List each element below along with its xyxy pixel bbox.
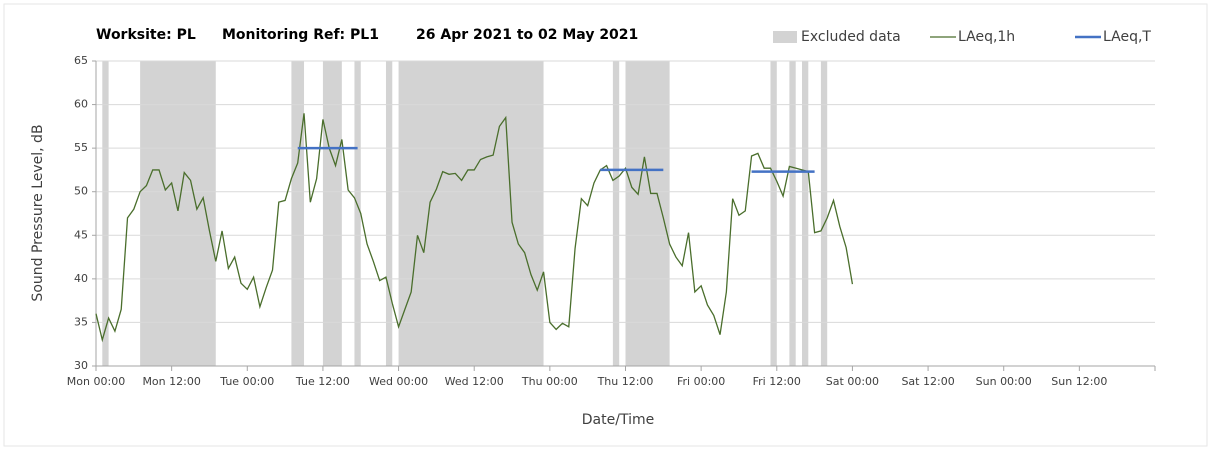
y-tick-label: 55 xyxy=(74,141,88,154)
chart-title: Monitoring Ref: PL1 xyxy=(222,27,379,43)
excluded-band xyxy=(291,61,305,366)
legend-label: LAeq,1h xyxy=(958,29,1015,45)
y-tick-label: 40 xyxy=(74,272,88,285)
x-tick-label: Fri 00:00 xyxy=(677,375,725,388)
excluded-band xyxy=(354,61,361,366)
x-tick-label: Sun 00:00 xyxy=(976,375,1032,388)
x-tick-label: Mon 00:00 xyxy=(67,375,125,388)
excluded-band xyxy=(398,61,544,366)
excluded-band xyxy=(140,61,216,366)
chart-title: 26 Apr 2021 to 02 May 2021 xyxy=(416,27,638,43)
x-axis-title: Date/Time xyxy=(582,412,654,428)
excluded-band xyxy=(770,61,777,366)
x-tick-label: Sun 12:00 xyxy=(1051,375,1107,388)
x-tick-label: Wed 00:00 xyxy=(369,375,428,388)
excluded-band xyxy=(322,61,342,366)
data-line xyxy=(95,113,854,343)
excluded-band xyxy=(612,61,620,366)
x-tick-label: Sat 00:00 xyxy=(826,375,879,388)
y-tick-label: 30 xyxy=(74,359,88,372)
x-tick-label: Fri 12:00 xyxy=(753,375,801,388)
chart-title: Worksite: PL xyxy=(96,27,196,43)
excluded-band xyxy=(385,61,393,366)
legend-label: LAeq,T xyxy=(1103,29,1151,45)
y-tick-label: 60 xyxy=(74,98,88,111)
chart-frame xyxy=(3,3,1208,447)
x-tick-label: Mon 12:00 xyxy=(142,375,200,388)
y-tick-label: 45 xyxy=(74,228,88,241)
x-tick-label: Tue 12:00 xyxy=(295,375,350,388)
y-axis-title: Sound Pressure Level, dB xyxy=(30,124,46,301)
x-tick-label: Thu 12:00 xyxy=(597,375,654,388)
y-tick-label: 65 xyxy=(74,54,88,67)
excluded-band xyxy=(789,61,796,366)
excluded-band xyxy=(102,61,109,366)
legend-swatch xyxy=(773,31,797,43)
excluded-band xyxy=(802,61,809,366)
x-tick-label: Sat 12:00 xyxy=(901,375,954,388)
y-tick-label: 35 xyxy=(74,315,88,328)
x-tick-label: Wed 12:00 xyxy=(445,375,504,388)
excluded-band xyxy=(820,61,828,366)
excluded-band xyxy=(625,61,670,366)
x-tick-label: Thu 00:00 xyxy=(521,375,578,388)
legend-label: Excluded data xyxy=(801,29,901,45)
y-tick-label: 50 xyxy=(74,185,88,198)
x-tick-label: Tue 00:00 xyxy=(219,375,274,388)
